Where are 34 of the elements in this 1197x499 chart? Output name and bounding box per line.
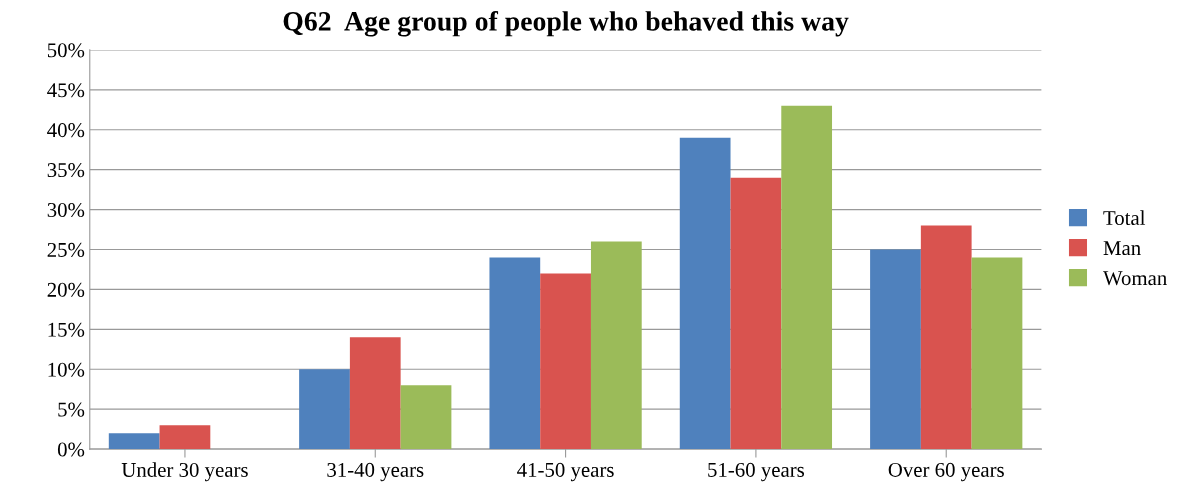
y-tick-label: 10% bbox=[48, 362, 85, 377]
bar bbox=[489, 257, 541, 450]
bar bbox=[159, 425, 211, 450]
legend-label: Man bbox=[1103, 241, 1141, 256]
bar bbox=[920, 225, 972, 450]
x-tick-label: 51-60 years bbox=[708, 462, 805, 482]
bar bbox=[730, 177, 782, 450]
x-tick-label: Over 60 years bbox=[888, 462, 1004, 482]
y-tick-label: 50% bbox=[47, 43, 85, 58]
y-tick-label: 0% bbox=[57, 442, 85, 457]
bar bbox=[971, 257, 1023, 450]
legend-label: Total bbox=[1103, 210, 1146, 226]
y-tick-label: 30% bbox=[47, 202, 85, 218]
x-tick-label: 41-50 years bbox=[517, 462, 614, 482]
bar bbox=[349, 337, 401, 450]
y-tick-label: 5% bbox=[58, 402, 85, 417]
bar bbox=[781, 105, 833, 450]
y-tick-label: 25% bbox=[47, 242, 85, 257]
x-tick-label: Under 30 years bbox=[121, 462, 248, 482]
bar bbox=[590, 241, 642, 450]
bar bbox=[108, 433, 160, 450]
x-tick-label: 31-40 years bbox=[327, 462, 424, 482]
y-tick-label: 20% bbox=[47, 282, 85, 297]
y-tick-label: 40% bbox=[47, 123, 85, 138]
bar bbox=[540, 273, 591, 450]
bar bbox=[870, 249, 921, 450]
y-tick-label: 15% bbox=[48, 322, 85, 337]
chart-title: Q62 Age group of people who behaved this way bbox=[283, 10, 849, 37]
bar bbox=[299, 369, 350, 450]
y-tick-label: 45% bbox=[47, 83, 85, 98]
bar bbox=[400, 385, 452, 450]
legend-label: Woman bbox=[1103, 271, 1167, 286]
y-tick-label: 35% bbox=[47, 163, 85, 178]
bar bbox=[679, 137, 731, 450]
